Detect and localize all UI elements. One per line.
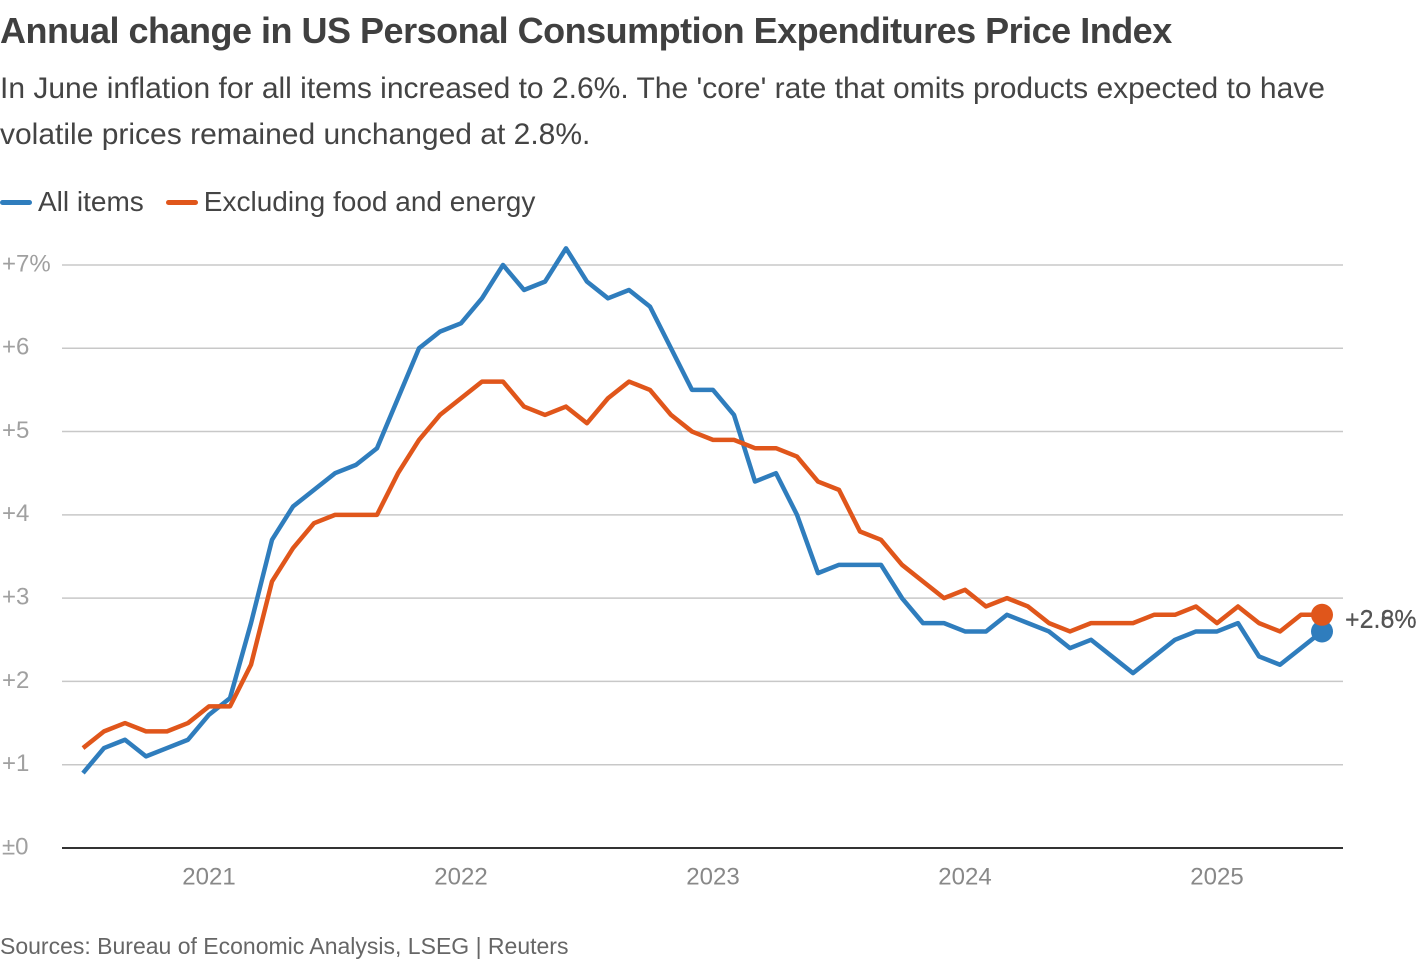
x-tick-label: 2021 [182, 863, 235, 890]
legend-label: Excluding food and energy [203, 186, 536, 217]
value-label: +2.6% [1345, 606, 1417, 634]
legend-item: All items [0, 186, 144, 218]
value-label: +2.8% [1345, 605, 1417, 633]
y-tick-label: +6 [2, 334, 29, 361]
y-tick-label: ±0 [2, 833, 29, 860]
legend: All items Excluding food and energy [0, 186, 535, 218]
source-note: Sources: Bureau of Economic Analysis, LS… [0, 933, 569, 959]
x-tick-label: 2024 [938, 863, 991, 890]
x-tick-label: 2023 [686, 863, 739, 890]
y-tick-label: +2 [2, 667, 29, 694]
x-tick-label: 2022 [434, 863, 487, 890]
series-line [81, 246, 1324, 775]
y-tick-label: +3 [2, 583, 29, 610]
series-line [81, 379, 1322, 750]
chart-title: Annual change in US Personal Consumption… [0, 10, 1172, 51]
legend-item: Excluding food and energy [165, 186, 536, 218]
legend-swatch [165, 199, 198, 205]
y-tick-label: +4 [2, 500, 29, 527]
y-tick-label: +1 [2, 750, 29, 777]
end-dot [1311, 620, 1333, 643]
legend-swatch [0, 199, 32, 205]
y-tick-label: +5 [2, 417, 29, 444]
legend-label: All items [38, 186, 144, 217]
x-tick-label: 2025 [1190, 863, 1243, 890]
end-dot [1311, 603, 1333, 626]
y-tick-label: +7% [2, 250, 51, 277]
chart-subtitle: In June inflation for all items increase… [0, 72, 1325, 151]
